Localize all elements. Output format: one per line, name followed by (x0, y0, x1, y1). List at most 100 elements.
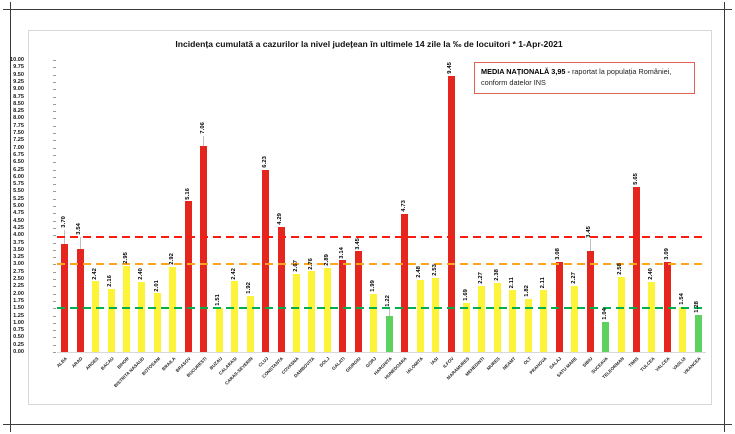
y-axis-tick-mark (53, 352, 56, 353)
y-axis-tick-mark (53, 147, 56, 149)
y-axis-tick-mark (53, 96, 56, 98)
bar-value-label: 3.45 (586, 225, 593, 238)
y-axis-tick-label: 2.75 (13, 268, 24, 275)
y-axis-tick-label: 8.25 (13, 108, 24, 115)
bar-BRAILA (169, 266, 177, 352)
bar-ILFOV (447, 76, 455, 352)
y-axis-tick-mark (53, 315, 56, 317)
value-label-leader-line (203, 135, 205, 146)
y-axis-tick-label: 10.00 (10, 57, 24, 63)
y-axis-tick-mark (53, 300, 56, 302)
bar-value-label: 2.40 (138, 268, 145, 280)
y-axis-tick-label: 4.50 (13, 217, 24, 224)
reference-line-media-nationala (57, 235, 706, 238)
y-axis-tick-mark (53, 293, 56, 295)
y-axis-tick-label: 2.00 (13, 290, 24, 297)
bar-value-label: 5.16 (184, 187, 191, 200)
y-axis-tick-mark (53, 118, 56, 120)
y-axis-tick-label: 0.75 (13, 327, 24, 334)
y-axis-tick-label: 2.25 (13, 283, 24, 290)
bar-value-label: 3.45 (354, 237, 361, 250)
bar-TELEORMAN (617, 276, 625, 352)
y-axis-tick-mark (53, 242, 56, 244)
y-axis-tick-mark (53, 264, 56, 266)
y-axis-tick-mark (53, 169, 56, 171)
bar-value-label: 2.38 (493, 268, 500, 281)
bar-value-label: 2.67 (292, 260, 299, 273)
bar-value-label: 2.01 (153, 279, 160, 292)
y-axis-tick-label: 9.25 (13, 78, 24, 85)
bar-SIBIU (586, 251, 594, 352)
y-axis-tick-mark (53, 249, 56, 251)
bar-value-label: 1.82 (524, 285, 531, 297)
bar-SATU MARE (571, 285, 579, 352)
bar-GALATI (339, 260, 347, 352)
bar-value-label: 2.16 (107, 275, 114, 287)
bar-ARGES (92, 281, 100, 352)
bar-value-label: 2.48 (416, 265, 423, 278)
bar-GIURGIU (354, 251, 362, 352)
bar-CONSTANTA (277, 226, 285, 352)
bar-value-label: 1.22 (385, 294, 392, 307)
y-axis-tick-label: 6.75 (13, 151, 24, 158)
bar-value-label: 1.54 (679, 293, 686, 306)
y-axis-tick-label: 0.50 (13, 334, 24, 341)
bar-HUNEDOARA (401, 213, 409, 352)
y-axis-tick-mark (53, 279, 56, 280)
y-axis-tick-label: 4.25 (13, 224, 24, 231)
bar-value-label: 3.14 (339, 246, 346, 259)
y-axis-tick-label: 8.00 (13, 115, 24, 122)
y-axis-tick-mark (53, 184, 56, 186)
y-axis-tick-mark (53, 133, 56, 134)
bar-SALAJ (555, 262, 563, 352)
bar-value-label: 2.27 (478, 272, 485, 284)
bar-value-label: 2.40 (648, 268, 655, 280)
y-axis-tick-mark (53, 308, 56, 310)
y-axis-tick-label: 5.25 (13, 195, 24, 202)
bar-IALOMITA (416, 279, 424, 352)
frame-line-top (3, 9, 732, 10)
y-axis-tick-mark (53, 286, 56, 288)
y-axis-tick-mark (53, 235, 56, 237)
bar-BUZAU (215, 307, 223, 352)
y-axis-tick-mark (53, 67, 56, 69)
bar-VRANCEA (694, 314, 702, 352)
y-axis-tick-mark (53, 213, 56, 215)
frame-line-bottom (3, 424, 732, 425)
y-axis-tick-mark (53, 81, 56, 83)
y-axis-tick-label: 6.00 (13, 173, 24, 180)
bar-value-label: 2.95 (122, 252, 129, 264)
y-axis-tick-label: 8.75 (13, 93, 24, 100)
bar-TULCEA (648, 281, 656, 352)
bar-TIMIS (632, 187, 640, 352)
y-axis-tick-mark (53, 322, 56, 324)
bar-value-label: 3.70 (60, 216, 67, 228)
y-axis-tick-label: 6.25 (13, 166, 24, 173)
y-axis-tick-label: 9.50 (13, 71, 24, 78)
y-axis-tick-label: 3.75 (13, 239, 24, 246)
bar-NEAMT (509, 290, 517, 352)
bar-VASLUI (679, 307, 687, 352)
bar-ARAD (76, 248, 84, 352)
y-axis-tick-mark (53, 140, 56, 142)
y-axis-tick-label: 5.50 (13, 188, 24, 195)
bar-COVASNA (293, 274, 300, 352)
bar-PRAHOVA (540, 290, 548, 352)
frame-line-left (10, 2, 11, 432)
bar-value-label: 1.51 (215, 294, 222, 306)
bar-value-label: 2.58 (617, 262, 624, 275)
bar-VALCEA (663, 261, 671, 352)
bar-value-label: 4.29 (277, 213, 284, 225)
y-axis-tick-mark (53, 257, 56, 259)
bar-MARAMURES (462, 302, 470, 352)
bar-value-label: 3.54 (76, 222, 83, 235)
y-axis-tick-mark (53, 60, 56, 61)
frame-line-right (724, 2, 725, 432)
y-axis-tick-label: 7.25 (13, 137, 24, 144)
bar-CLUJ (262, 170, 270, 352)
y-axis-tick-label: 5.00 (13, 203, 24, 209)
y-axis-tick-label: 4.00 (13, 232, 24, 239)
bar-value-label: 2.11 (509, 277, 516, 289)
y-axis-tick-label: 1.00 (13, 319, 24, 326)
bar-OLT (524, 298, 532, 352)
